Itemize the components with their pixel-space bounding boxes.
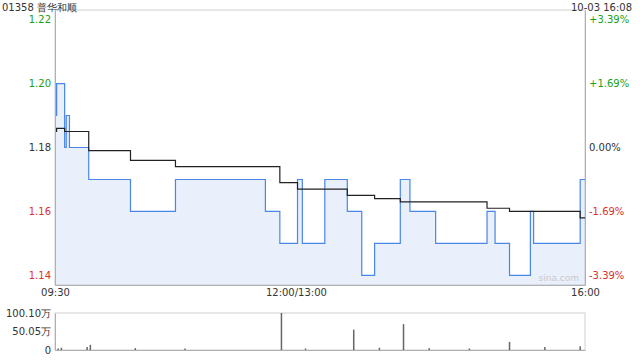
plot-frame: [55, 10, 585, 285]
tick-label: 1.20: [29, 78, 51, 89]
tick: 1.20: [29, 78, 55, 89]
volume-bar: [403, 324, 405, 350]
tick-label: 1.14: [29, 270, 51, 281]
tick: 12:00/13:00: [266, 285, 327, 298]
tick-label: 1.22: [29, 14, 51, 25]
volume-bar: [184, 349, 186, 350]
axis-line: [55, 11, 56, 286]
x-axis: [56, 350, 586, 351]
tick-label: 16:00: [571, 287, 600, 298]
tick-label: 09:30: [41, 287, 70, 298]
tick: 1.16: [29, 206, 55, 217]
volume-bar: [61, 348, 63, 350]
tick: 0: [45, 345, 55, 356]
volume-bar: [281, 313, 283, 350]
tick-label: -1.69%: [589, 206, 624, 217]
tick-label: -3.39%: [589, 270, 624, 281]
marks: [57, 313, 580, 350]
y2-axis: -3.39% -1.69% 0.00% +1.69% +3.39%: [585, 11, 629, 286]
tick-label: +1.69%: [589, 78, 629, 89]
volume-bar: [57, 349, 59, 350]
watermark: sina.com: [539, 273, 580, 283]
axis-line: [585, 11, 586, 286]
price-area: [55, 84, 585, 285]
tick: 50.05万: [12, 326, 55, 337]
y-axis: 1.14 1.16 1.18 1.20 1.22: [29, 11, 56, 286]
volume-bar: [353, 330, 355, 350]
tick-label: 100.10万: [6, 308, 51, 319]
x-axis: 09:30 12:00/13:00 16:00: [41, 285, 600, 298]
price-line: [55, 84, 585, 276]
tick-label: 1.16: [29, 206, 51, 217]
marks: [55, 84, 585, 285]
tick-label: +3.39%: [589, 14, 629, 25]
tick: 0.00%: [585, 142, 621, 153]
plot-frame: [55, 313, 585, 350]
volume-bar: [135, 348, 137, 350]
tick: +3.39%: [585, 14, 629, 25]
tick: 1.14: [29, 270, 55, 281]
tick: +1.69%: [585, 78, 629, 89]
title: 01358 普华和顺: [2, 2, 77, 13]
volume-bar: [509, 342, 511, 350]
volume-bar: [428, 348, 430, 350]
tick: 09:30: [41, 285, 70, 298]
tick: 16:00: [571, 285, 600, 298]
chart-root: 1.14 1.16 1.18 1.20 1.22 -3.39% -1.69% 0.00% +1.…: [0, 0, 640, 360]
tick: 100.10万: [6, 308, 55, 319]
tick: -1.69%: [585, 206, 624, 217]
y-axis: 0 50.05万 100.10万: [6, 308, 56, 356]
axis-line: [55, 314, 56, 351]
volume-bar: [90, 345, 92, 350]
tick-label: 0.00%: [589, 142, 621, 153]
volume-bar: [86, 347, 88, 350]
tick: -3.39%: [585, 270, 624, 281]
volume-bar: [469, 349, 471, 350]
tick-label: 1.18: [29, 142, 51, 153]
tick-label: 12:00/13:00: [266, 287, 327, 298]
volume-bar: [544, 347, 546, 350]
volume-bar: [379, 348, 381, 350]
volume-bar: [579, 346, 581, 350]
tick-label: 0: [45, 345, 51, 356]
tick: 1.22: [29, 14, 55, 25]
volume-bar: [305, 349, 307, 350]
axis-line: [56, 285, 586, 286]
average-line: [55, 128, 585, 218]
subtitle: 10-03 16:08: [571, 2, 632, 13]
axis-line: [56, 350, 586, 351]
tick-label: 50.05万: [12, 326, 51, 337]
tick: 1.18: [29, 142, 55, 153]
